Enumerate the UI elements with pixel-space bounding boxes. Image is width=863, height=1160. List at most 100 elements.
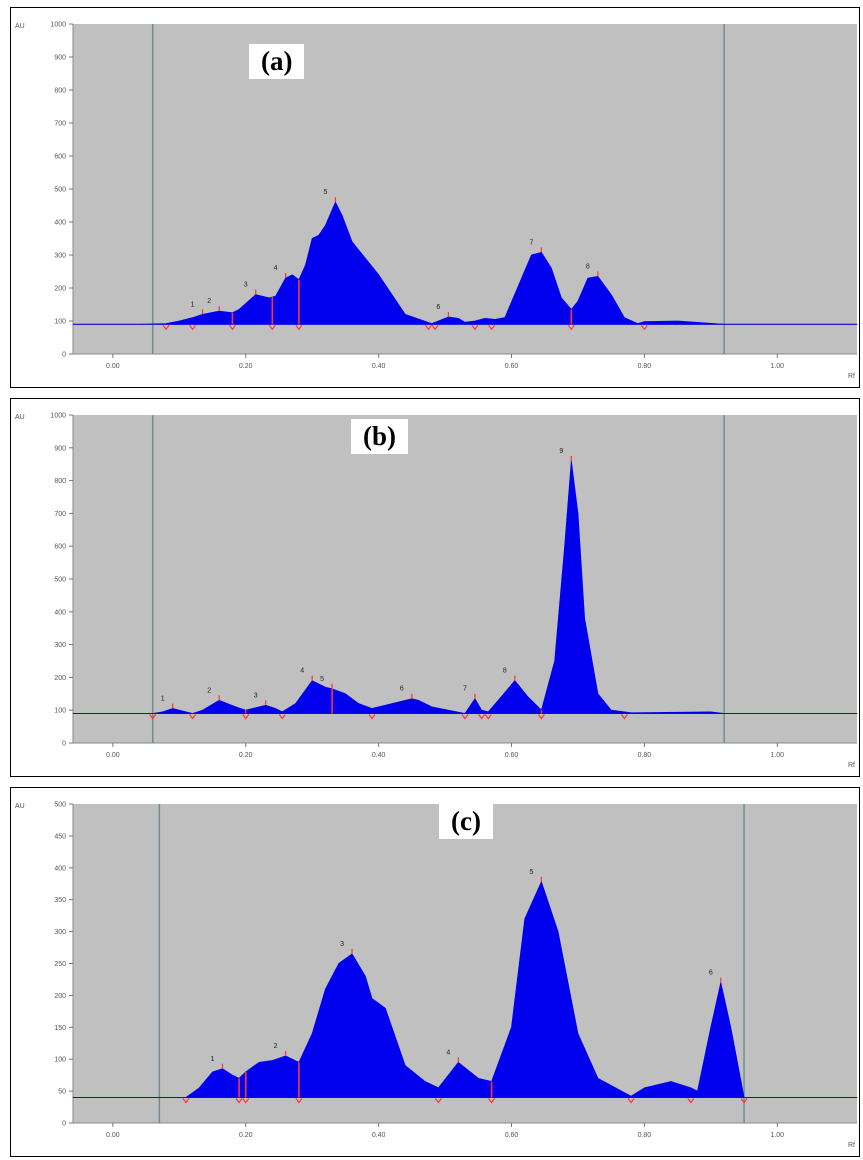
x-axis-label-a: Rf [848,373,855,380]
x-tick-label-b: 0.40 [372,752,386,759]
plot-area-b [73,415,857,743]
peak-label-b: 6 [400,686,404,693]
peak-label-a: 4 [274,265,278,272]
peak-boundary-marker-b [278,714,286,720]
y-tick-label-c: 200 [54,993,66,1000]
y-axis-label-b: AU [15,414,25,421]
peak-boundary-marker-b [368,714,376,720]
peak-boundary-marker-c [295,1098,303,1104]
peak-boundary-marker-c [687,1098,695,1104]
peak-label-a: 6 [436,304,440,311]
panel-label-c: (c) [439,804,493,839]
y-tick-label-c: 300 [54,929,66,936]
x-tick-label-a: 0.80 [638,363,652,370]
y-tick-label-c: 500 [54,802,66,809]
x-tick-label-c: 0.80 [638,1132,652,1139]
peak-label-a: 3 [244,282,248,289]
peak-boundary-marker-b [189,714,197,720]
peak-label-c: 5 [529,869,533,876]
x-tick-label-b: 1.00 [770,752,784,759]
y-tick-label-b: 200 [54,675,66,682]
peak-label-b: 4 [300,668,304,675]
peak-boundary-marker-a [424,324,432,331]
y-tick-label-c: 0 [62,1121,66,1128]
peak-boundary-marker-c [235,1098,243,1104]
trace-fill-c [72,881,858,1098]
chromatogram-c: 0 50 100 150 200 250 300 350 400 450 500 0.00 0.20 0.… [15,802,858,1149]
y-tick-label-b: 700 [54,511,66,518]
y-tick-label-a: 400 [54,220,66,227]
panel-label-b: (b) [351,419,408,454]
plot-area-a [73,24,857,354]
y-tick-label-a: 500 [54,187,66,194]
y-tick-label-c: 150 [54,1025,66,1032]
y-tick-label-a: 600 [54,154,66,161]
peak-boundary-marker-a [228,324,236,331]
peak-boundary-marker-a [640,324,648,331]
chromatogram-a: 0 100 200 300 400 500 600 700 800 900 1000 0.00 0.20… [15,22,858,380]
y-tick-label-a: 100 [54,319,66,326]
x-tick-label-b: 0.60 [505,752,519,759]
chromatogram-panel-a: 0 100 200 300 400 500 600 700 800 900 1000 0.00 0.20… [10,7,860,388]
peak-boundary-marker-b [149,714,157,720]
peak-boundary-marker-a [471,324,479,331]
peak-label-b: 5 [320,676,324,683]
y-tick-label-b: 100 [54,708,66,715]
peak-boundary-marker-a [488,324,496,331]
y-tick-label-a: 300 [54,253,66,260]
peak-boundary-marker-a [189,324,197,331]
x-tick-label-b: 0.20 [239,752,253,759]
peak-label-c: 1 [211,1056,215,1063]
y-tick-label-a: 1000 [50,22,66,29]
x-tick-label-a: 0.60 [505,363,519,370]
x-tick-label-c: 0.20 [239,1132,253,1139]
peak-label-c: 4 [446,1049,450,1056]
y-tick-label-b: 0 [62,741,66,748]
x-axis-label-b: Rf [848,762,855,769]
peak-boundary-marker-b [484,714,492,720]
peak-label-b: 1 [161,696,165,703]
peak-label-a: 1 [191,301,195,308]
y-tick-label-a: 0 [62,352,66,359]
peak-boundary-marker-b [478,714,486,720]
x-tick-label-c: 0.00 [106,1132,120,1139]
peak-boundary-marker-c [434,1098,442,1104]
peak-label-c: 2 [274,1043,278,1050]
peak-label-b: 9 [559,448,563,455]
peak-label-c: 6 [709,970,713,977]
peak-boundary-marker-a [431,324,439,331]
y-tick-label-c: 250 [54,961,66,968]
peak-boundary-marker-c [488,1098,496,1104]
trace-fill-a [72,201,858,325]
peak-boundary-marker-c [627,1098,635,1104]
peak-label-a: 7 [529,239,533,246]
x-tick-label-a: 0.20 [239,363,253,370]
x-tick-label-b: 0.80 [638,752,652,759]
peak-boundary-marker-b [242,714,250,720]
peak-boundary-marker-a [162,324,170,331]
peak-boundary-marker-c [242,1098,250,1104]
y-tick-label-a: 800 [54,88,66,95]
y-axis-label-c: AU [15,803,25,810]
peak-label-b: 2 [207,687,211,694]
peak-boundary-marker-c [740,1098,748,1104]
y-tick-label-b: 900 [54,445,66,452]
x-tick-label-a: 1.00 [770,363,784,370]
y-tick-label-c: 50 [58,1089,66,1096]
peak-boundary-marker-b [620,714,628,720]
y-tick-label-c: 400 [54,865,66,872]
x-axis-label-c: Rf [848,1142,855,1149]
peak-boundary-marker-c [182,1098,190,1104]
y-tick-label-c: 450 [54,833,66,840]
peak-label-b: 7 [463,686,467,693]
y-tick-label-b: 600 [54,544,66,551]
x-tick-label-c: 1.00 [770,1132,784,1139]
y-tick-label-a: 700 [54,121,66,128]
peak-label-a: 8 [586,263,590,270]
peak-boundary-marker-b [461,714,469,720]
peak-label-a: 5 [323,189,327,196]
x-tick-label-b: 0.00 [106,752,120,759]
y-tick-label-b: 1000 [50,413,66,420]
y-tick-label-b: 300 [54,642,66,649]
panel-label-a: (a) [249,44,305,79]
